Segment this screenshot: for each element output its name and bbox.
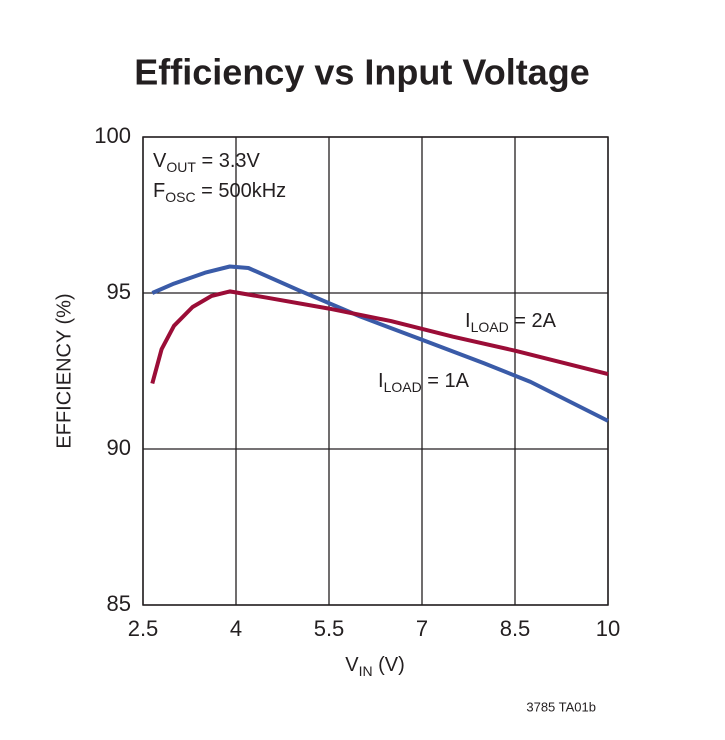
x-tick-label: 10 — [596, 616, 620, 641]
label-rest: = 1A — [422, 370, 470, 392]
label-rest: = 3.3V — [196, 150, 261, 172]
label: VIN (V) — [345, 654, 405, 678]
y-tick-label: 90 — [107, 435, 131, 460]
label: VOUT = 3.3V — [153, 150, 261, 174]
line — [150, 289, 609, 385]
x-tick-label: 4 — [230, 616, 242, 641]
x-tick-label: 7 — [416, 616, 428, 641]
label-main: F — [153, 180, 165, 202]
label-sub: LOAD — [384, 379, 422, 395]
x-tick-label: 5.5 — [314, 616, 345, 641]
label-main: I — [378, 370, 384, 392]
label-sub: LOAD — [471, 319, 509, 335]
line — [151, 264, 609, 423]
x-tick-label: 2.5 — [128, 616, 159, 641]
label-rest: (V) — [373, 654, 405, 676]
label-rest: = 500kHz — [196, 180, 287, 202]
label-main: V — [153, 150, 167, 172]
label-main: I — [465, 310, 471, 332]
label-rest: = 2A — [509, 310, 557, 332]
y-axis-label: EFFICIENCY (%) — [53, 293, 75, 448]
y-tick-label: 100 — [94, 123, 131, 148]
label: ILOAD = 1A — [378, 370, 470, 394]
y-tick-label: 85 — [107, 591, 131, 616]
label-main: V — [345, 654, 359, 676]
chart-title: Efficiency vs Input Voltage — [134, 52, 589, 93]
footnote: 3785 TA01b — [526, 699, 596, 714]
plot-frame — [142, 136, 609, 606]
label: ILOAD = 2A — [465, 310, 557, 334]
x-tick-label: 8.5 — [500, 616, 531, 641]
label-sub: OSC — [165, 189, 195, 205]
label-sub: OUT — [166, 159, 196, 175]
label: FOSC = 500kHz — [153, 180, 286, 204]
label-sub: IN — [359, 663, 373, 679]
y-tick-label: 95 — [107, 279, 131, 304]
